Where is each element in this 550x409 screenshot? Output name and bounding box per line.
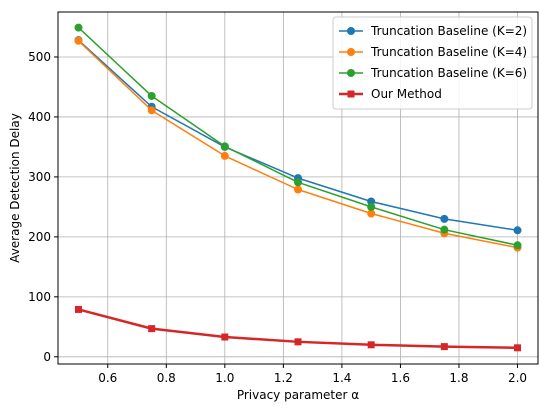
data-point (74, 305, 82, 313)
data-point (147, 91, 156, 100)
series-3 (74, 23, 522, 250)
x-tick-label: 0.8 (157, 371, 176, 385)
data-point (294, 178, 302, 187)
x-axis-ticks: 0.6 0.8 1.0 1.2 1.4 1.6 1.8 2.0 (98, 364, 527, 385)
plot-frame (57, 11, 539, 365)
x-tick-label: 1.0 (215, 371, 234, 385)
legend-item: Truncation Baseline (K=2) (339, 24, 527, 38)
legend: Truncation Baseline (K=2) Truncation Base… (332, 16, 533, 110)
series-layer (74, 23, 522, 352)
legend-marker (347, 69, 355, 77)
legend-label: Truncation Baseline (K=6) (370, 66, 527, 80)
data-point (367, 341, 375, 349)
legend-box (332, 16, 533, 110)
data-point (513, 226, 522, 235)
legend-label: Our Method (371, 87, 442, 101)
data-point (440, 225, 449, 234)
legend-item: Truncation Baseline (K=6) (339, 66, 527, 80)
y-tick-label: 500 (28, 50, 51, 64)
data-point (74, 36, 83, 45)
x-axis-label: Privacy parameter α (237, 388, 359, 402)
x-tick-label: 1.6 (391, 371, 410, 385)
legend-item: Our Method (339, 87, 442, 101)
x-tick-label: 1.2 (274, 371, 293, 385)
series-4 (74, 305, 522, 352)
y-tick-label: 0 (43, 350, 51, 364)
data-point (294, 338, 302, 346)
data-point (440, 343, 448, 351)
legend-label: Truncation Baseline (K=2) (370, 24, 527, 38)
y-axis-ticks: 0 100 200 300 400 500 (28, 50, 58, 364)
data-point (147, 106, 156, 115)
data-point (440, 214, 449, 223)
legend-marker (347, 27, 355, 35)
data-point (367, 202, 376, 211)
y-tick-label: 200 (28, 230, 51, 244)
data-point (367, 209, 376, 218)
legend-marker (347, 90, 355, 98)
legend-marker (347, 48, 355, 56)
legend-item: Truncation Baseline (K=4) (339, 45, 527, 59)
data-point (220, 142, 229, 151)
y-tick-label: 400 (28, 110, 51, 124)
data-point (148, 325, 156, 333)
y-tick-label: 100 (28, 290, 51, 304)
data-point (294, 185, 302, 194)
x-tick-label: 1.4 (332, 371, 351, 385)
data-point (74, 23, 83, 32)
y-axis-label: Average Detection Delay (8, 113, 22, 263)
data-point (514, 344, 522, 352)
x-tick-label: 2.0 (508, 371, 527, 385)
data-point (220, 151, 229, 160)
x-tick-label: 0.6 (98, 371, 117, 385)
y-tick-label: 300 (28, 170, 51, 184)
data-point (513, 241, 522, 250)
legend-label: Truncation Baseline (K=4) (370, 45, 527, 59)
data-point (221, 333, 229, 341)
x-tick-label: 1.8 (449, 371, 468, 385)
